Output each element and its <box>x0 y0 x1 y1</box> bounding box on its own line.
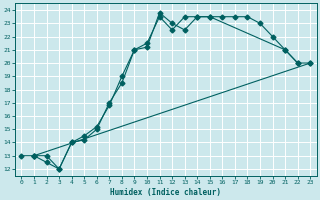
X-axis label: Humidex (Indice chaleur): Humidex (Indice chaleur) <box>110 188 221 197</box>
